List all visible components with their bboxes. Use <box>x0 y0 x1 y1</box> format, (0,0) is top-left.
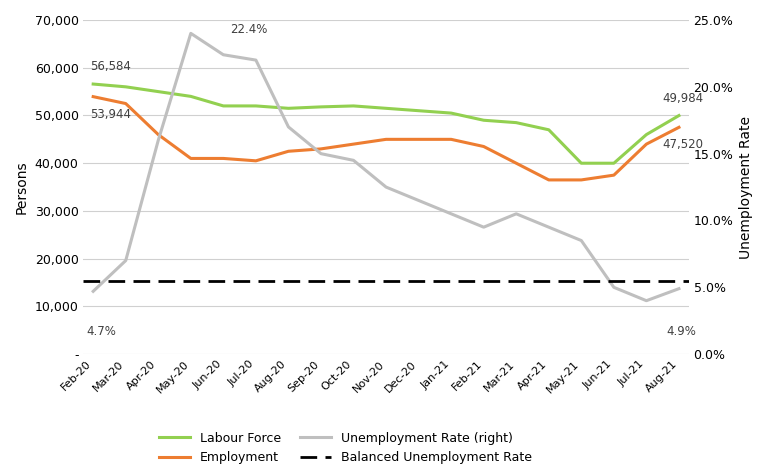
Employment <box>121 101 131 106</box>
Balanced Unemployment Rate <box>121 278 131 283</box>
Unemployment Rate (right) <box>284 124 293 130</box>
Unemployment Rate (right) <box>674 286 684 291</box>
Labour Force <box>479 117 488 123</box>
Balanced Unemployment Rate <box>88 278 98 283</box>
Employment <box>577 177 586 183</box>
Unemployment Rate (right) <box>577 238 586 243</box>
Y-axis label: Unemployment Rate: Unemployment Rate <box>739 116 753 259</box>
Unemployment Rate (right) <box>479 225 488 230</box>
Labour Force <box>88 81 98 87</box>
Unemployment Rate (right) <box>186 31 195 36</box>
Employment <box>219 156 228 161</box>
Unemployment Rate (right) <box>349 158 358 163</box>
Employment <box>251 158 260 164</box>
Employment <box>382 137 391 142</box>
Line: Labour Force: Labour Force <box>93 84 679 163</box>
Labour Force <box>186 94 195 99</box>
Text: 56,584: 56,584 <box>90 61 131 74</box>
Employment <box>674 124 684 130</box>
Y-axis label: Persons: Persons <box>15 160 29 214</box>
Text: 49,984: 49,984 <box>663 92 703 105</box>
Unemployment Rate (right) <box>609 285 618 290</box>
Labour Force <box>642 132 651 137</box>
Labour Force <box>251 103 260 109</box>
Text: 4.9%: 4.9% <box>666 325 696 338</box>
Employment <box>88 94 98 99</box>
Text: 53,944: 53,944 <box>90 108 131 121</box>
Employment <box>154 132 163 137</box>
Line: Employment: Employment <box>93 96 679 180</box>
Labour Force <box>414 108 423 114</box>
Unemployment Rate (right) <box>154 137 163 143</box>
Line: Unemployment Rate (right): Unemployment Rate (right) <box>93 34 679 301</box>
Unemployment Rate (right) <box>219 52 228 57</box>
Employment <box>479 144 488 149</box>
Employment <box>609 172 618 178</box>
Unemployment Rate (right) <box>545 225 554 230</box>
Labour Force <box>382 105 391 111</box>
Labour Force <box>545 127 554 133</box>
Unemployment Rate (right) <box>511 211 521 217</box>
Employment <box>545 177 554 183</box>
Unemployment Rate (right) <box>446 211 455 217</box>
Unemployment Rate (right) <box>382 184 391 190</box>
Employment <box>316 146 326 152</box>
Employment <box>511 160 521 166</box>
Labour Force <box>219 103 228 109</box>
Text: 47,520: 47,520 <box>663 138 703 151</box>
Labour Force <box>446 110 455 116</box>
Labour Force <box>316 104 326 110</box>
Labour Force <box>577 160 586 166</box>
Unemployment Rate (right) <box>642 298 651 303</box>
Unemployment Rate (right) <box>251 57 260 63</box>
Unemployment Rate (right) <box>316 151 326 157</box>
Unemployment Rate (right) <box>88 288 98 294</box>
Text: 22.4%: 22.4% <box>230 23 267 36</box>
Employment <box>446 137 455 142</box>
Employment <box>642 141 651 147</box>
Labour Force <box>674 113 684 118</box>
Employment <box>284 149 293 154</box>
Unemployment Rate (right) <box>121 258 131 263</box>
Employment <box>186 156 195 161</box>
Employment <box>414 137 423 142</box>
Text: 4.7%: 4.7% <box>87 325 117 338</box>
Labour Force <box>511 120 521 125</box>
Labour Force <box>284 105 293 111</box>
Employment <box>349 141 358 147</box>
Labour Force <box>609 160 618 166</box>
Labour Force <box>349 103 358 109</box>
Legend: Labour Force, Employment, Unemployment Rate (right), Balanced Unemployment Rate: Labour Force, Employment, Unemployment R… <box>154 427 538 466</box>
Labour Force <box>154 89 163 95</box>
Labour Force <box>121 84 131 89</box>
Unemployment Rate (right) <box>414 198 423 203</box>
